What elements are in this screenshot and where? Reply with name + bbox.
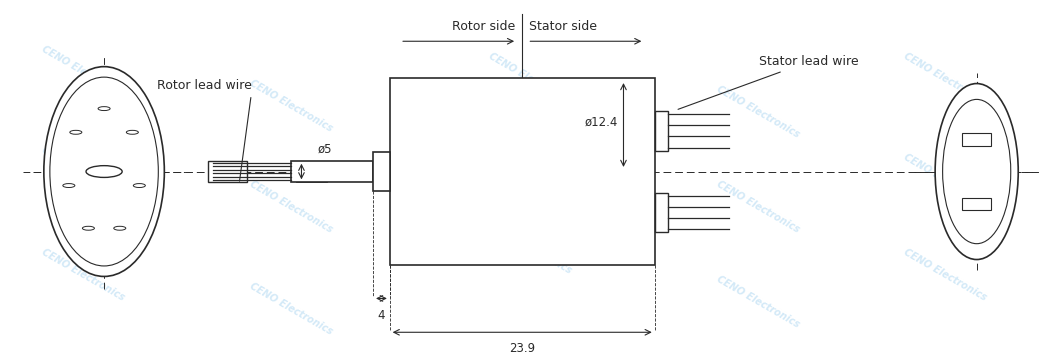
Circle shape — [99, 107, 110, 111]
Ellipse shape — [942, 99, 1011, 244]
Text: CENO Electronics: CENO Electronics — [902, 152, 989, 208]
Text: ø5: ø5 — [318, 143, 333, 156]
Text: 4: 4 — [377, 309, 385, 321]
Circle shape — [134, 184, 145, 188]
Ellipse shape — [43, 67, 164, 276]
Bar — [208, 161, 247, 182]
Text: CENO Electronics: CENO Electronics — [716, 179, 801, 235]
Text: Rotor lead wire: Rotor lead wire — [157, 79, 251, 181]
Bar — [962, 133, 991, 145]
Text: 23.9: 23.9 — [509, 342, 535, 355]
Text: CENO Electronics: CENO Electronics — [716, 274, 801, 330]
Text: CENO Electronics: CENO Electronics — [902, 247, 989, 302]
Text: CENO Electronics: CENO Electronics — [487, 139, 573, 194]
Bar — [390, 78, 655, 265]
Ellipse shape — [50, 77, 158, 266]
Text: CENO Electronics: CENO Electronics — [902, 51, 989, 106]
Circle shape — [63, 184, 75, 188]
Circle shape — [126, 130, 139, 134]
Bar — [655, 111, 668, 150]
Text: CENO Electronics: CENO Electronics — [716, 85, 801, 140]
Text: CENO Electronics: CENO Electronics — [40, 145, 126, 201]
Text: Stator side: Stator side — [530, 20, 598, 33]
Text: CENO Electronics: CENO Electronics — [40, 247, 126, 302]
Text: CENO Electronics: CENO Electronics — [487, 51, 573, 106]
Bar — [962, 198, 991, 210]
Circle shape — [83, 226, 94, 230]
Ellipse shape — [935, 84, 1019, 260]
Bar — [655, 193, 668, 233]
Text: CENO Electronics: CENO Electronics — [487, 220, 573, 275]
Text: CENO Electronics: CENO Electronics — [248, 179, 334, 235]
Circle shape — [86, 166, 122, 177]
Circle shape — [70, 130, 82, 134]
Text: CENO Electronics: CENO Electronics — [248, 78, 334, 133]
Circle shape — [113, 226, 126, 230]
Bar — [292, 161, 373, 182]
Text: CENO Electronics: CENO Electronics — [248, 281, 334, 336]
Bar — [373, 152, 390, 191]
Text: Stator lead wire: Stator lead wire — [678, 55, 859, 109]
Text: CENO Electronics: CENO Electronics — [40, 44, 126, 99]
Text: Rotor side: Rotor side — [452, 20, 515, 33]
Text: ø12.4: ø12.4 — [585, 115, 618, 128]
